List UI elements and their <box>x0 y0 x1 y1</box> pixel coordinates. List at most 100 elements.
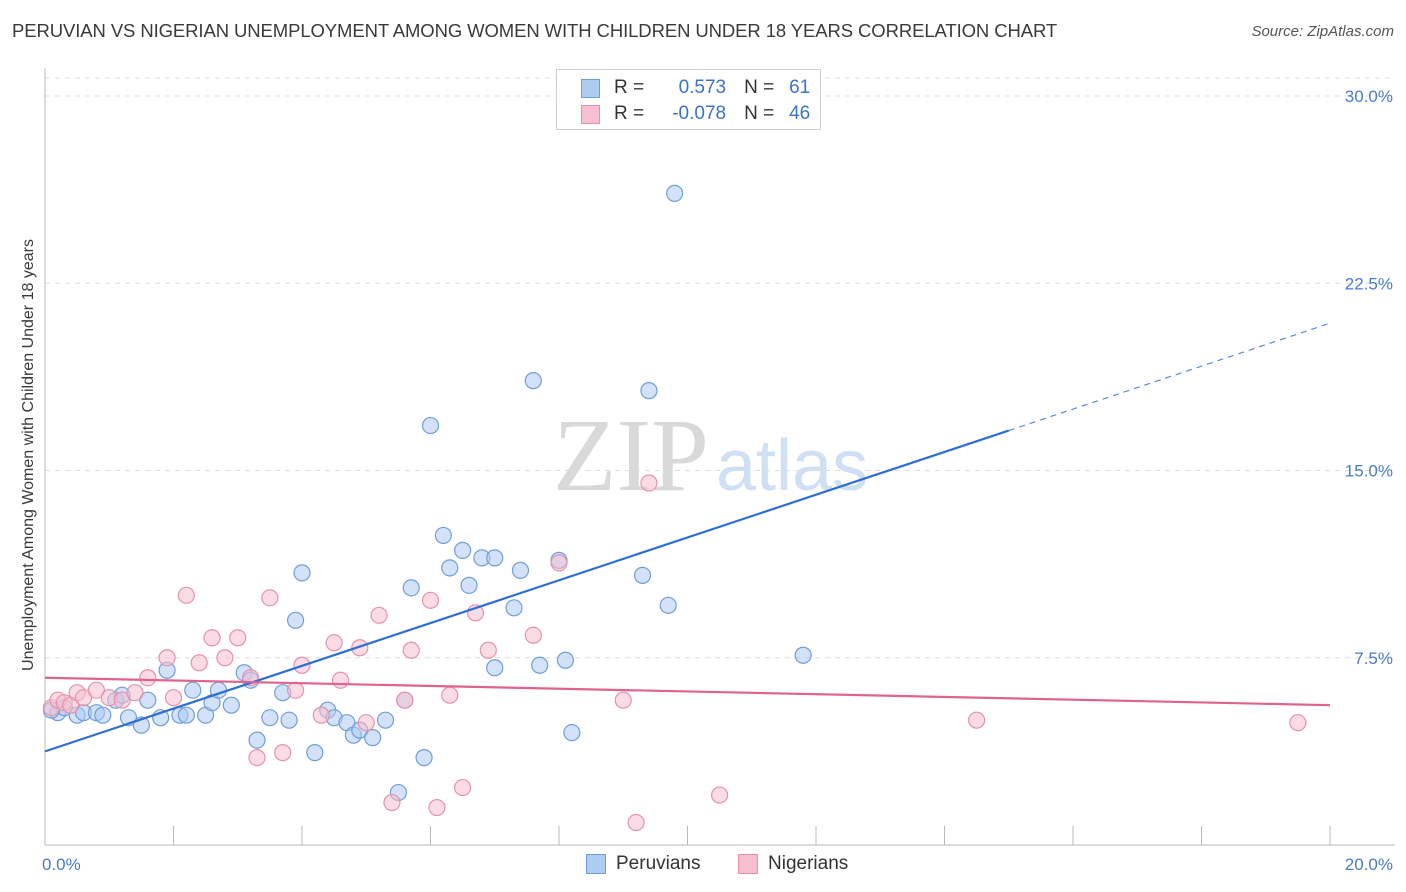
peruvian-trend-extension <box>1008 322 1331 432</box>
nigerian-point <box>126 684 144 702</box>
peruvian-point <box>364 729 382 747</box>
peruvian-point <box>421 416 440 435</box>
nigerian-point <box>331 671 350 689</box>
peruvian-point <box>222 696 240 714</box>
nigerian-point <box>441 686 459 704</box>
x-tick-label: 0.0% <box>42 855 81 874</box>
legend-n-value: 61 <box>789 77 811 98</box>
nigerian-point <box>87 681 106 699</box>
nigerian-point <box>190 654 208 672</box>
peruvian-point <box>402 579 420 597</box>
peruvian-point <box>441 559 459 577</box>
peruvian-point <box>640 382 658 400</box>
peruvian-point <box>556 651 575 669</box>
peruvian-point <box>524 372 542 390</box>
nigerian-point <box>229 629 247 647</box>
peruvian-point <box>633 566 652 584</box>
peruvian-trend-line <box>44 429 1010 753</box>
nigerian-point <box>177 586 195 604</box>
peruvian-point <box>454 541 472 559</box>
peruvian-point <box>511 561 530 579</box>
nigerian-point <box>274 744 292 762</box>
legend-swatch-peruvians <box>581 78 600 98</box>
bottom-legend-swatch-peruvians <box>586 854 606 874</box>
peruvian-point <box>286 611 305 629</box>
peruvian-point <box>505 599 523 617</box>
nigerian-point <box>74 689 93 707</box>
nigerian-point <box>158 649 176 667</box>
nigerian-point <box>370 606 388 624</box>
nigerian-point <box>550 554 568 572</box>
peruvian-point <box>261 709 279 727</box>
nigerian-point <box>286 681 305 699</box>
nigerian-point <box>113 691 131 709</box>
nigerian-point <box>203 629 221 647</box>
x-tick-label: 20.0% <box>1345 855 1393 874</box>
bottom-legend-label-peruvians: Peruvians <box>616 853 701 874</box>
nigerian-point <box>164 689 183 707</box>
nigerian-point <box>402 641 420 659</box>
legend-r-value: -0.078 <box>672 103 727 124</box>
legend-row-nigerians: R = -0.078 N = 46 <box>581 101 810 127</box>
bottom-legend-swatch-nigerians <box>738 854 758 874</box>
nigerian-point <box>248 749 266 767</box>
nigerian-point <box>139 669 157 687</box>
y-axis-label: Unemployment Among Women with Children U… <box>20 239 37 671</box>
tick-labels: 7.5% 15.0% 22.5% 30.0% 0.0% 20.0% <box>42 87 1393 874</box>
legend-n-label: N = <box>744 77 775 98</box>
watermark-atlas: atlas <box>716 426 868 506</box>
nigerian-point <box>357 714 375 732</box>
nigerian-point <box>421 591 440 609</box>
nigerian-point <box>1289 714 1307 732</box>
peruvian-point <box>139 691 157 709</box>
nigerian-point <box>325 634 343 652</box>
peruvian-point <box>376 711 395 729</box>
peruvian-point <box>460 576 478 594</box>
peruvian-point <box>94 706 112 724</box>
y-tick-label: 22.5% <box>1345 274 1393 293</box>
nigerian-point <box>216 649 234 667</box>
peruvian-point <box>666 184 684 202</box>
nigerian-point <box>261 589 279 607</box>
peruvian-point <box>563 724 581 742</box>
nigerian-point <box>351 639 369 657</box>
peruvian-point <box>531 656 549 674</box>
watermark: ZIP atlas <box>553 398 868 513</box>
nigerian-trend-line <box>44 676 1331 707</box>
nigerian-point <box>524 626 542 644</box>
nigerian-point <box>428 798 446 817</box>
chart-title: PERUVIAN VS NIGERIAN UNEMPLOYMENT AMONG … <box>12 20 1058 41</box>
peruvian-point <box>306 744 324 762</box>
nigerian-point <box>614 691 632 709</box>
peruvian-point <box>794 646 812 664</box>
legend-r-label: R = <box>614 103 645 124</box>
peruvian-point <box>486 659 504 677</box>
bottom-legend-peruvians: Peruvians <box>586 851 701 877</box>
peruvian-point <box>248 731 266 749</box>
legend-row-peruvians: R = 0.573 N = 61 <box>581 75 810 101</box>
bottom-legend-nigerians: Nigerians <box>738 851 848 877</box>
legend-r-label: R = <box>614 77 645 98</box>
nigerian-point <box>627 813 645 832</box>
y-tick-label: 7.5% <box>1354 649 1393 668</box>
peruvian-point <box>415 749 433 767</box>
y-tick-label: 15.0% <box>1345 462 1393 481</box>
nigerian-point <box>312 706 330 724</box>
bottom-legend-label-nigerians: Nigerians <box>768 853 849 874</box>
peruvian-point <box>486 549 504 567</box>
source-label: Source: ZipAtlas.com <box>1251 23 1394 40</box>
legend-n-label: N = <box>744 103 775 124</box>
trend-lines <box>44 322 1331 753</box>
peruvian-point <box>434 526 452 545</box>
grid-lines <box>45 77 1395 659</box>
nigerian-point <box>383 793 401 812</box>
legend-swatch-nigerians <box>581 104 600 124</box>
nigerian-point <box>454 778 472 797</box>
nigerian-point <box>968 711 986 729</box>
peruvian-point <box>184 681 202 699</box>
y-tick-label: 30.0% <box>1345 87 1393 106</box>
peruvian-point <box>293 564 311 582</box>
nigerian-points <box>42 474 1307 832</box>
legend-n-value: 46 <box>789 103 811 124</box>
